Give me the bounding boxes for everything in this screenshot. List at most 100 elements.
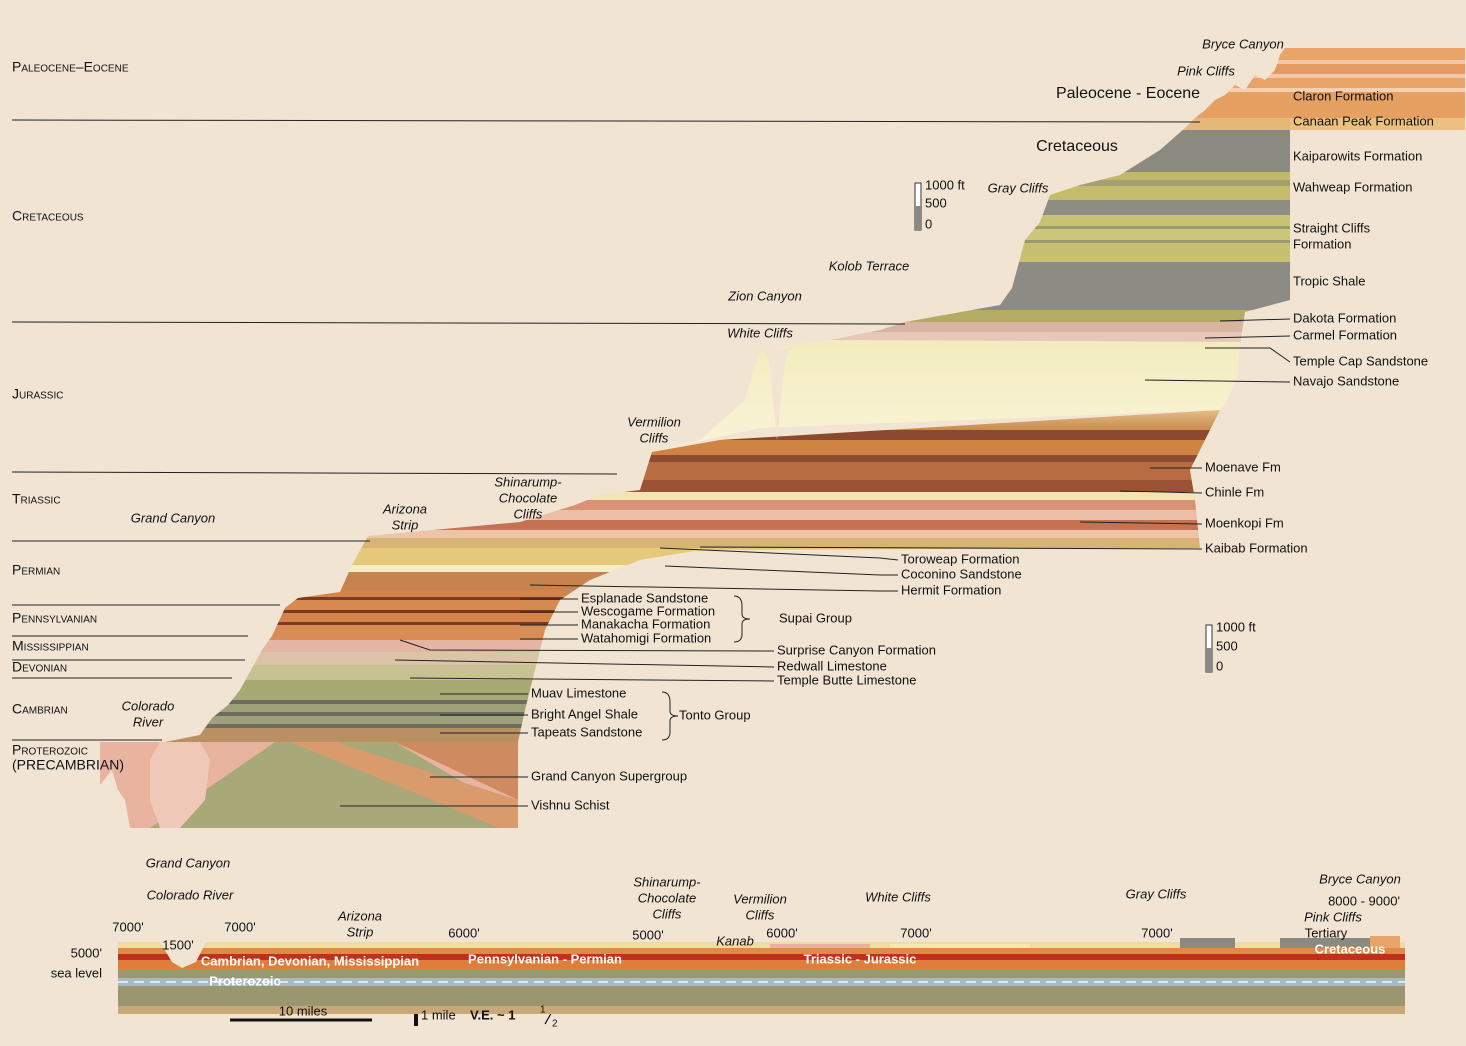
shape xyxy=(11,471,618,475)
profile-stratum xyxy=(118,1006,1405,1014)
stratum xyxy=(165,430,1220,440)
place-label: Arizona xyxy=(382,501,427,516)
profile-place-label: Kanab xyxy=(716,933,754,948)
profile-strata xyxy=(118,942,1405,1014)
ve-label: V.E. ~ 1 xyxy=(470,1007,515,1022)
stratum xyxy=(1195,88,1465,92)
profile-cliff xyxy=(770,944,870,948)
era-label: Paleocene - Eocene xyxy=(1056,85,1200,102)
stratum xyxy=(165,565,1220,572)
labels: Paleocene–Eocene Cretaceous Jurassic Triass… xyxy=(12,36,1434,1029)
leader-line xyxy=(399,639,775,652)
place-label: Gray Cliffs xyxy=(988,180,1049,195)
scale-label: 500 xyxy=(1216,638,1238,653)
formation-label: Moenave Fm xyxy=(1205,459,1281,474)
profile-place-label: Shinarump- xyxy=(633,874,701,889)
scale-label: 1000 ft xyxy=(1216,619,1256,634)
shape xyxy=(733,595,751,643)
place-label: White Cliffs xyxy=(727,325,793,340)
scale-label: 1 mile xyxy=(421,1007,456,1022)
profile-stratum xyxy=(118,960,1405,970)
profile-place-label: Cliffs xyxy=(653,906,682,921)
profile-stratum xyxy=(118,942,1405,948)
elevation-label: 8000 - 9000' xyxy=(1328,893,1400,908)
stratum xyxy=(1195,78,1465,88)
profile-place-label: Gray Cliffs xyxy=(1126,886,1187,901)
period-label: Jurassic xyxy=(12,386,63,402)
profile-place-label: Vermilion xyxy=(733,891,787,906)
leader-line xyxy=(1079,521,1203,525)
formation-label: Dakota Formation xyxy=(1293,310,1396,325)
stratum xyxy=(165,455,1220,462)
profile-cliff xyxy=(1180,938,1235,948)
place-label: Kolob Terrace xyxy=(829,258,909,273)
shape xyxy=(395,742,518,800)
stratum xyxy=(830,322,1290,332)
formation-label: Canaan Peak Formation xyxy=(1293,113,1434,128)
scale-label: 1000 ft xyxy=(925,177,965,192)
unit-label: Triassic - Jurassic xyxy=(804,951,917,966)
stratum xyxy=(1195,64,1465,74)
formation-label: Formation xyxy=(1293,236,1352,251)
period-label: Paleocene–Eocene xyxy=(12,59,129,75)
stratum xyxy=(165,665,1220,680)
profile-stratum xyxy=(118,954,1405,960)
period-label: Proterozoic xyxy=(12,742,88,758)
unit-label: Proterozoic xyxy=(209,973,281,988)
profile-place-label: Chocolate xyxy=(638,890,697,905)
leader-line xyxy=(1219,318,1291,322)
formation-label: Navajo Sandstone xyxy=(1293,373,1399,388)
formation-label: Chinle Fm xyxy=(1205,484,1264,499)
place-label: Zion Canyon xyxy=(727,288,802,303)
elevation-label: 7000' xyxy=(1141,925,1172,940)
place-label: Shinarump- xyxy=(494,474,562,489)
profile-place-label: White Cliffs xyxy=(865,889,931,904)
elevation-label: 5000' xyxy=(632,927,663,942)
formation-label: Watahomigi Formation xyxy=(581,630,711,645)
strata-band xyxy=(165,410,1220,742)
formation-label: Hermit Formation xyxy=(901,582,1001,597)
leader-line xyxy=(664,565,898,576)
stratum xyxy=(165,700,1220,704)
stratum xyxy=(165,492,1220,500)
zion-canyon-notch xyxy=(752,345,800,440)
formation-label: Esplanade Sandstone xyxy=(581,590,708,605)
shape xyxy=(100,770,130,828)
stratum xyxy=(165,538,1220,548)
shape xyxy=(150,742,210,828)
group-label: Tonto Group xyxy=(679,707,751,722)
period-label: (PRECAMBRIAN) xyxy=(12,757,124,773)
stratum xyxy=(830,226,1290,229)
ve-num: 1 xyxy=(540,1005,546,1016)
profile-place-label: Arizona xyxy=(337,908,382,923)
stratum xyxy=(165,440,1220,455)
stratum xyxy=(165,530,1220,538)
scale-bars xyxy=(230,182,1213,1026)
stratum xyxy=(830,310,1290,322)
scale-label: 0 xyxy=(925,216,932,231)
stratum xyxy=(830,229,1290,240)
stratum xyxy=(1195,60,1465,64)
axis-label: 5000' xyxy=(71,945,102,960)
period-label: Triassic xyxy=(12,491,61,507)
stratum xyxy=(165,480,1220,492)
stratum xyxy=(830,215,1290,226)
leader-line xyxy=(1205,347,1291,363)
unit-label: Cretaceous xyxy=(1315,941,1386,956)
period-label: Cambrian xyxy=(12,701,68,717)
formation-label: Claron Formation xyxy=(1293,88,1393,103)
place-label: Cliffs xyxy=(514,506,543,521)
stratum xyxy=(830,172,1290,180)
formation-label: Muav Limestone xyxy=(531,685,626,700)
shape xyxy=(661,691,679,741)
scale-label: 500 xyxy=(925,195,947,210)
elevation-label: 1500' xyxy=(162,937,193,952)
axis-label: sea level xyxy=(51,965,102,980)
profile-stratum xyxy=(118,970,1405,978)
place-label: Chocolate xyxy=(499,490,558,505)
profile-place-label: Bryce Canyon xyxy=(1319,871,1401,886)
place-label: Pink Cliffs xyxy=(1177,63,1235,78)
navajo-sandstone xyxy=(650,340,1240,452)
